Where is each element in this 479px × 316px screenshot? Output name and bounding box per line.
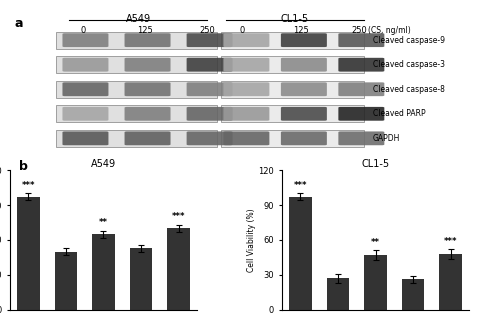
Text: ***: *** [444, 237, 457, 246]
Text: Cleaved caspase-8: Cleaved caspase-8 [373, 85, 445, 94]
FancyBboxPatch shape [338, 107, 384, 121]
Bar [439, 254, 462, 310]
FancyBboxPatch shape [62, 82, 108, 96]
FancyBboxPatch shape [221, 32, 364, 49]
FancyBboxPatch shape [56, 105, 217, 122]
Bar [17, 197, 40, 310]
FancyBboxPatch shape [281, 131, 327, 145]
Text: 0: 0 [239, 26, 244, 35]
FancyBboxPatch shape [187, 58, 233, 72]
FancyBboxPatch shape [56, 81, 217, 98]
FancyBboxPatch shape [223, 33, 269, 47]
FancyBboxPatch shape [338, 58, 384, 72]
FancyBboxPatch shape [125, 82, 171, 96]
Text: Cleaved caspase-3: Cleaved caspase-3 [373, 60, 445, 69]
FancyBboxPatch shape [62, 131, 108, 145]
Text: GAPDH: GAPDH [373, 134, 400, 143]
Text: 125: 125 [293, 26, 308, 35]
Bar [402, 279, 424, 310]
FancyBboxPatch shape [281, 82, 327, 96]
FancyBboxPatch shape [338, 131, 384, 145]
FancyBboxPatch shape [221, 56, 364, 73]
Bar [167, 228, 190, 310]
Title: A549: A549 [91, 160, 116, 169]
Text: Cleaved PARP: Cleaved PARP [373, 109, 425, 118]
Text: **: ** [371, 238, 380, 247]
FancyBboxPatch shape [338, 33, 384, 47]
FancyBboxPatch shape [62, 33, 108, 47]
Bar [130, 248, 152, 310]
Bar [92, 234, 114, 310]
Text: ***: *** [172, 212, 185, 221]
Text: 125: 125 [137, 26, 153, 35]
FancyBboxPatch shape [281, 107, 327, 121]
FancyBboxPatch shape [223, 58, 269, 72]
Title: CL1-5: CL1-5 [362, 160, 389, 169]
Text: Cleaved caspase-9: Cleaved caspase-9 [373, 36, 445, 45]
Bar [55, 252, 77, 310]
Y-axis label: Cell Viability (%): Cell Viability (%) [247, 208, 256, 272]
Text: (CS, ng/ml): (CS, ng/ml) [368, 26, 411, 35]
Text: 250: 250 [352, 26, 367, 35]
FancyBboxPatch shape [187, 107, 233, 121]
Text: A549: A549 [126, 14, 151, 24]
FancyBboxPatch shape [187, 131, 233, 145]
Text: ***: *** [22, 181, 35, 190]
FancyBboxPatch shape [56, 56, 217, 73]
FancyBboxPatch shape [62, 58, 108, 72]
Text: **: ** [99, 218, 108, 227]
FancyBboxPatch shape [56, 130, 217, 147]
FancyBboxPatch shape [187, 33, 233, 47]
FancyBboxPatch shape [125, 131, 171, 145]
FancyBboxPatch shape [281, 58, 327, 72]
FancyBboxPatch shape [223, 131, 269, 145]
FancyBboxPatch shape [62, 107, 108, 121]
Text: b: b [19, 160, 28, 173]
FancyBboxPatch shape [125, 33, 171, 47]
Text: a: a [14, 17, 23, 30]
Text: 0: 0 [80, 26, 86, 35]
Text: 250: 250 [199, 26, 215, 35]
FancyBboxPatch shape [187, 82, 233, 96]
FancyBboxPatch shape [338, 82, 384, 96]
Bar [327, 278, 349, 310]
FancyBboxPatch shape [221, 105, 364, 122]
Bar [365, 255, 387, 310]
FancyBboxPatch shape [125, 107, 171, 121]
FancyBboxPatch shape [56, 32, 217, 49]
FancyBboxPatch shape [221, 130, 364, 147]
FancyBboxPatch shape [281, 33, 327, 47]
FancyBboxPatch shape [125, 58, 171, 72]
Text: ***: *** [294, 181, 307, 190]
Text: CL1-5: CL1-5 [281, 14, 309, 24]
Bar [289, 197, 312, 310]
FancyBboxPatch shape [223, 107, 269, 121]
FancyBboxPatch shape [223, 82, 269, 96]
FancyBboxPatch shape [221, 81, 364, 98]
